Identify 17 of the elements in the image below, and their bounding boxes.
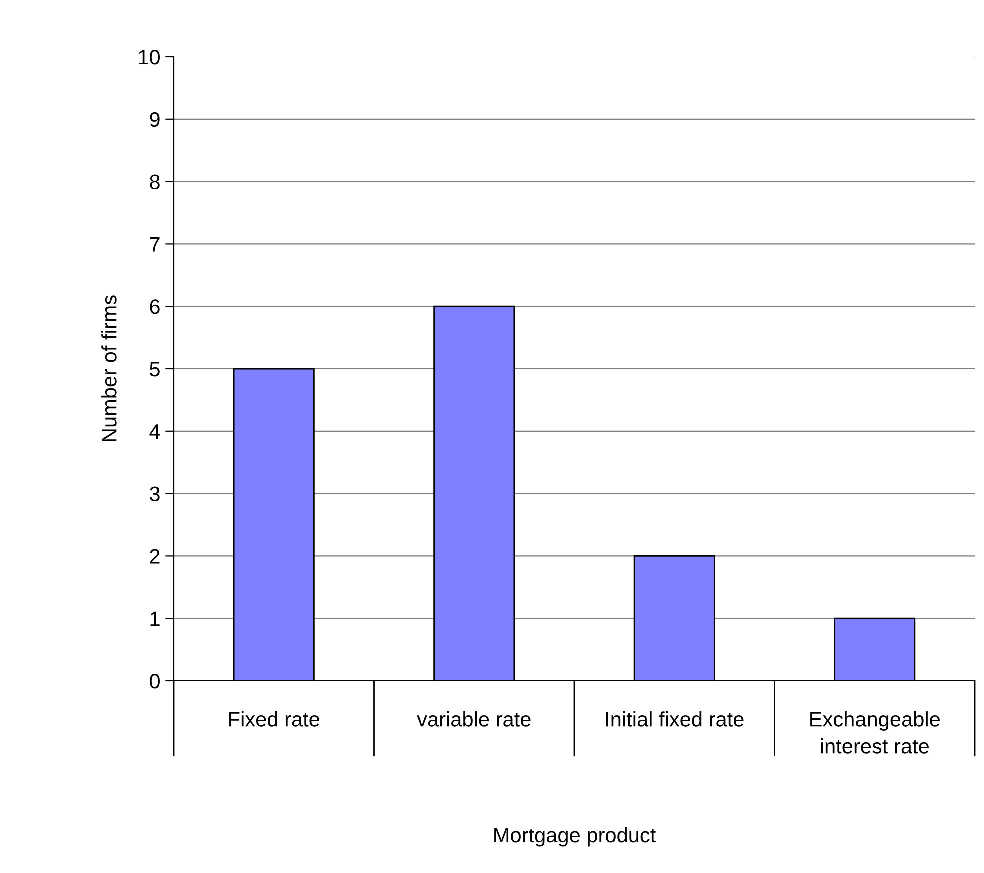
- x-tick-label: Fixed rate: [230, 712, 320, 727]
- y-tick-label: 6: [150, 300, 160, 314]
- y-tick-label: 9: [150, 112, 160, 128]
- y-tick-label: 4: [150, 424, 160, 439]
- x-tick-label: Initial fixed rate: [606, 712, 744, 727]
- x-tick-label: variable rate: [417, 712, 531, 727]
- y-tick-label: 8: [150, 174, 160, 190]
- y-tick-label: 7: [150, 237, 160, 252]
- y-tick-label: 5: [150, 362, 160, 377]
- y-tick-label: 0: [150, 674, 160, 689]
- y-tick-label: 10: [139, 50, 160, 65]
- x-axis-title: Mortgage product: [494, 827, 656, 847]
- y-tick-label: 2: [150, 549, 160, 564]
- y-tick-label: 1: [150, 612, 160, 626]
- y-tick-label: 3: [150, 486, 160, 502]
- x-tick-label: Exchangeable interest rate: [810, 712, 940, 754]
- y-axis-title: Number of firms: [102, 296, 117, 442]
